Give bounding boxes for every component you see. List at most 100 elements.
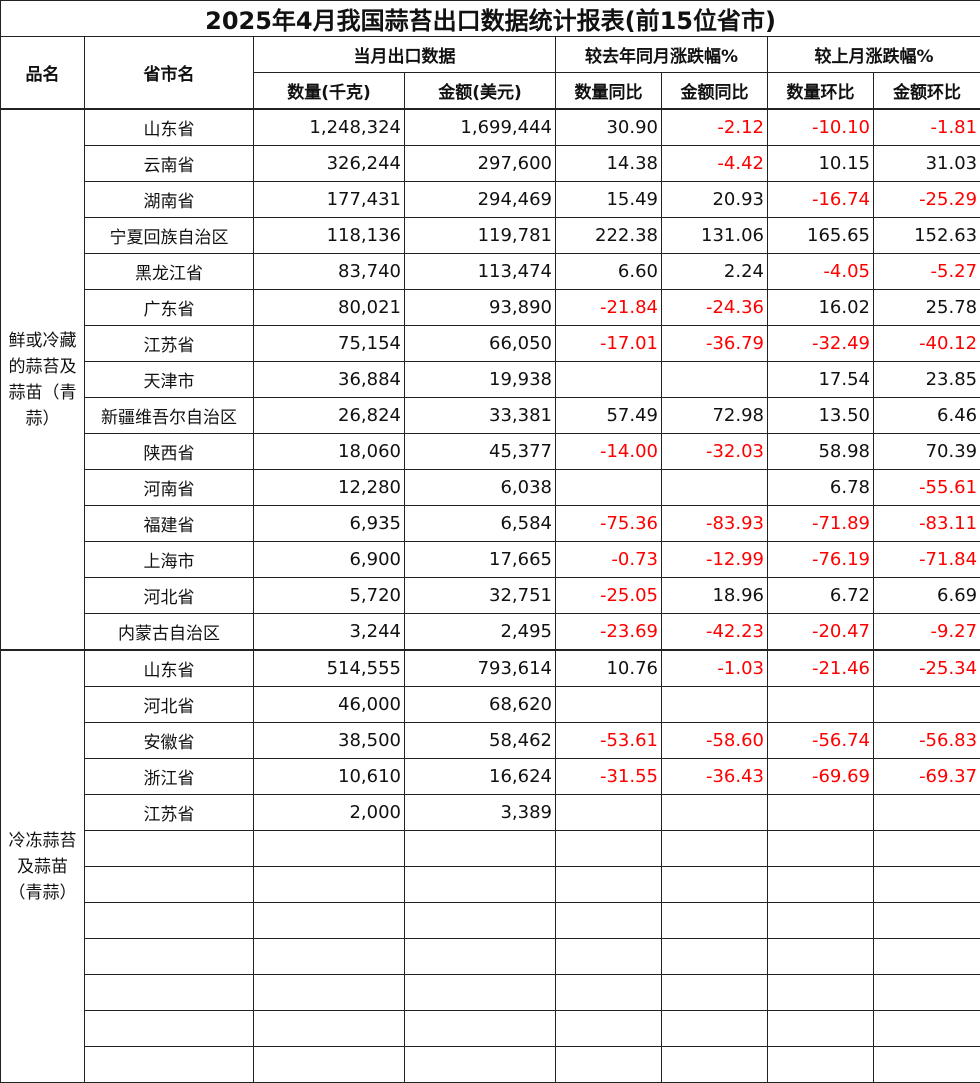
cell-qty: 10,610: [254, 759, 405, 795]
cell-qty-yoy: [556, 867, 662, 903]
cell-qty-yoy: [556, 831, 662, 867]
cell-amount: [405, 903, 556, 939]
cell-province: 黑龙江省: [85, 254, 254, 290]
cell-qty-yoy: 14.38: [556, 146, 662, 182]
cell-qty: [254, 1047, 405, 1083]
cell-qty-yoy: [556, 470, 662, 506]
cell-province: 新疆维吾尔自治区: [85, 398, 254, 434]
cell-province: 河北省: [85, 578, 254, 614]
cell-qty-mom: 13.50: [768, 398, 874, 434]
cell-amount: 119,781: [405, 218, 556, 254]
cell-amount-mom: [874, 1011, 980, 1047]
cell-amount-yoy: [662, 1047, 768, 1083]
cell-province: 江苏省: [85, 326, 254, 362]
cell-amount: 68,620: [405, 687, 556, 723]
cell-qty-mom: -16.74: [768, 182, 874, 218]
cell-amount-mom: 70.39: [874, 434, 980, 470]
cell-amount: 3,389: [405, 795, 556, 831]
cell-amount-mom: [874, 939, 980, 975]
cell-qty: [254, 1011, 405, 1047]
cell-qty-yoy: -0.73: [556, 542, 662, 578]
cell-amount: 297,600: [405, 146, 556, 182]
cell-qty: 38,500: [254, 723, 405, 759]
cell-amount-mom: 6.46: [874, 398, 980, 434]
cell-qty-mom: -32.49: [768, 326, 874, 362]
cell-amount-mom: [874, 1047, 980, 1083]
cell-province: 安徽省: [85, 723, 254, 759]
cell-qty-mom: -69.69: [768, 759, 874, 795]
cell-province: 宁夏回族自治区: [85, 218, 254, 254]
header-qty-mom: 数量环比: [768, 73, 874, 110]
cell-amount-yoy: 20.93: [662, 182, 768, 218]
cell-qty-yoy: [556, 795, 662, 831]
cell-qty-yoy: 6.60: [556, 254, 662, 290]
cell-qty-mom: -56.74: [768, 723, 874, 759]
cell-province: [85, 939, 254, 975]
cell-qty: 3,244: [254, 614, 405, 651]
cell-amount: 1,699,444: [405, 109, 556, 146]
cell-amount-mom: [874, 687, 980, 723]
cell-province: 河南省: [85, 470, 254, 506]
cell-amount-mom: [874, 795, 980, 831]
cell-amount: 32,751: [405, 578, 556, 614]
cell-province: [85, 831, 254, 867]
cell-province: 山东省: [85, 650, 254, 687]
cell-qty-yoy: 222.38: [556, 218, 662, 254]
cell-qty-mom: -71.89: [768, 506, 874, 542]
cell-qty-mom: -20.47: [768, 614, 874, 651]
cell-qty-mom: [768, 831, 874, 867]
cell-amount-mom: -9.27: [874, 614, 980, 651]
cell-amount-yoy: [662, 687, 768, 723]
cell-amount-yoy: [662, 1011, 768, 1047]
cell-province: 河北省: [85, 687, 254, 723]
cell-qty-yoy: -14.00: [556, 434, 662, 470]
header-amount-yoy: 金额同比: [662, 73, 768, 110]
cell-amount-yoy: -1.03: [662, 650, 768, 687]
cell-amount: 93,890: [405, 290, 556, 326]
header-qty: 数量(千克): [254, 73, 405, 110]
cell-amount-yoy: -42.23: [662, 614, 768, 651]
cell-qty: 12,280: [254, 470, 405, 506]
cell-qty-yoy: 15.49: [556, 182, 662, 218]
cell-province: 山东省: [85, 109, 254, 146]
cell-qty: 6,900: [254, 542, 405, 578]
cell-amount-mom: -56.83: [874, 723, 980, 759]
header-province: 省市名: [85, 37, 254, 110]
cell-qty-mom: 165.65: [768, 218, 874, 254]
cell-amount-yoy: -24.36: [662, 290, 768, 326]
cell-qty: 26,824: [254, 398, 405, 434]
cell-amount: 6,038: [405, 470, 556, 506]
cell-qty: 1,248,324: [254, 109, 405, 146]
cell-qty: 118,136: [254, 218, 405, 254]
cell-amount-yoy: -32.03: [662, 434, 768, 470]
cell-amount-mom: -25.29: [874, 182, 980, 218]
cell-amount-mom: [874, 867, 980, 903]
table-row: [1, 867, 980, 903]
cell-qty: 18,060: [254, 434, 405, 470]
cell-amount-yoy: 18.96: [662, 578, 768, 614]
cell-amount: [405, 939, 556, 975]
cell-amount-yoy: [662, 470, 768, 506]
cell-amount-mom: [874, 975, 980, 1011]
cell-qty-mom: 16.02: [768, 290, 874, 326]
cell-qty-yoy: -25.05: [556, 578, 662, 614]
cell-qty: [254, 975, 405, 1011]
cell-province: 广东省: [85, 290, 254, 326]
cell-province: [85, 903, 254, 939]
cell-amount: [405, 975, 556, 1011]
report-title: 2025年4月我国蒜苔出口数据统计报表(前15位省市): [1, 1, 980, 37]
cell-amount-mom: -25.34: [874, 650, 980, 687]
